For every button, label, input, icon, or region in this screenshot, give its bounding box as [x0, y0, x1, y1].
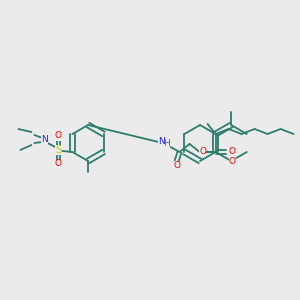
Text: O: O: [55, 160, 62, 169]
Text: S: S: [55, 145, 62, 155]
Text: O: O: [173, 161, 180, 170]
Text: O: O: [229, 158, 236, 166]
Text: O: O: [228, 148, 235, 157]
Text: O: O: [55, 131, 62, 140]
Text: N: N: [41, 136, 48, 145]
Text: N: N: [158, 137, 165, 146]
Text: H: H: [163, 140, 170, 148]
Text: O: O: [199, 148, 206, 157]
